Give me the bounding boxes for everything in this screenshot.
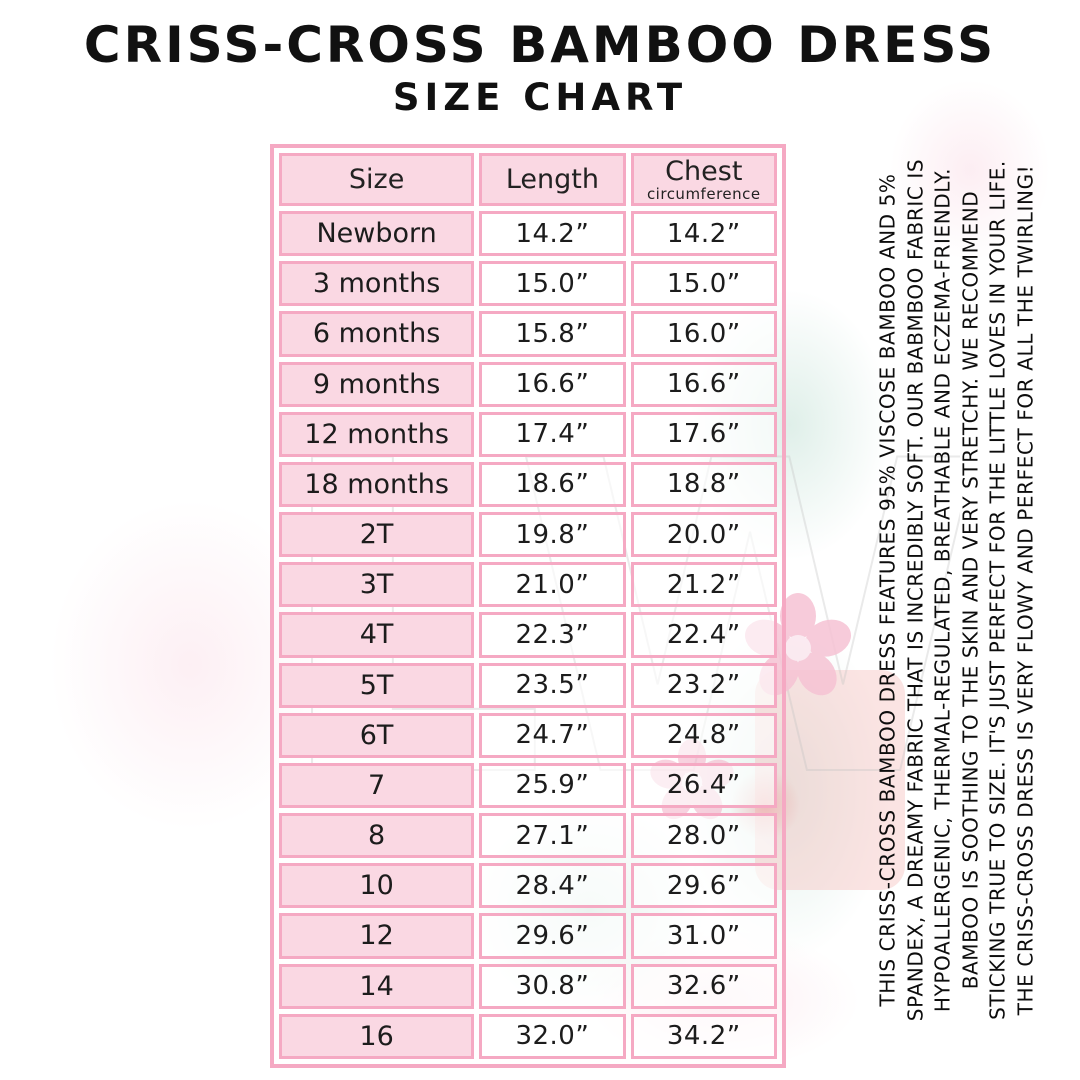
table-row: 12 29.6” 31.0” — [279, 913, 777, 959]
chest-cell: 22.4” — [630, 612, 777, 658]
table-row: 18 months 18.6” 18.8” — [279, 461, 777, 508]
description-line: SPANDEX, A DREAMY FABRIC THAT IS INCREDI… — [903, 158, 927, 1022]
chest-cell: 28.0” — [630, 813, 777, 859]
size-cell: 9 months — [279, 361, 475, 407]
length-cell: 23.5” — [479, 662, 626, 708]
description-line: THE CRISS-CROSS DRESS IS VERY FLOWY AND … — [1013, 164, 1037, 1016]
table-row: 6 months 15.8” 16.0” — [279, 311, 777, 357]
size-table: Size Length Chest circumference Newborn 1… — [270, 144, 786, 1068]
size-cell: 14 — [279, 963, 475, 1009]
length-cell: 15.8” — [479, 311, 626, 357]
table-row: 3 months 15.0” 15.0” — [279, 261, 777, 307]
chest-cell: 34.2” — [630, 1013, 777, 1059]
chest-cell: 26.4” — [630, 762, 777, 809]
description-line: STICKING TRUE TO SIZE. IT'S JUST PERFECT… — [985, 160, 1010, 1020]
length-cell: 24.7” — [479, 712, 626, 758]
length-cell: 29.6” — [479, 913, 626, 959]
length-cell: 17.4” — [479, 411, 626, 457]
chest-cell: 32.6” — [630, 963, 777, 1009]
chest-cell: 24.8” — [630, 712, 777, 758]
size-cell: 12 — [279, 913, 475, 959]
pink-wash-blob — [890, 80, 1050, 260]
length-cell: 15.0” — [479, 261, 626, 307]
chest-cell: 14.2” — [630, 211, 777, 257]
page-subtitle: SIZE CHART — [392, 76, 688, 119]
size-cell: 18 months — [279, 461, 475, 508]
size-cell: 2T — [279, 512, 475, 558]
table-row: Newborn 14.2” 14.2” — [279, 211, 777, 257]
chest-cell: 23.2” — [630, 662, 777, 708]
col-header-chest-label: Chest — [665, 156, 743, 187]
size-cell: 3T — [279, 562, 475, 608]
table-row: 5T 23.5” 23.2” — [279, 662, 777, 708]
length-cell: 18.6” — [479, 461, 626, 508]
length-cell: 19.8” — [479, 512, 626, 558]
size-cell: 6T — [279, 712, 475, 758]
chest-cell: 16.6” — [630, 361, 777, 407]
length-cell: 25.9” — [479, 762, 626, 809]
size-cell: 6 months — [279, 311, 475, 357]
table-row: 14 30.8” 32.6” — [279, 963, 777, 1009]
table-row: 12 months 17.4” 17.6” — [279, 411, 777, 457]
table-row: 10 28.4” 29.6” — [279, 863, 777, 909]
table-row: 3T 21.0” 21.2” — [279, 562, 777, 608]
chest-cell: 21.2” — [630, 562, 777, 608]
length-cell: 22.3” — [479, 612, 626, 658]
table-row: 8 27.1” 28.0” — [279, 813, 777, 859]
col-header-length: Length — [479, 153, 626, 206]
table-header-row: Size Length Chest circumference — [279, 153, 777, 206]
size-cell: Newborn — [279, 211, 475, 257]
length-cell: 16.6” — [479, 361, 626, 407]
table-row: 9 months 16.6” 16.6” — [279, 361, 777, 407]
size-cell: 3 months — [279, 261, 475, 307]
description-line: HYPOALLERGENIC, THERMAL-REGULATED, BREAT… — [930, 167, 955, 1013]
table-row: 16 32.0” 34.2” — [279, 1013, 777, 1059]
chest-cell: 15.0” — [630, 261, 777, 307]
table-row: 6T 24.7” 24.8” — [279, 712, 777, 758]
description-line: THIS CRISS-CROSS BAMBOO DRESS FEATURES 9… — [875, 173, 900, 1007]
chest-cell: 17.6” — [630, 411, 777, 457]
size-table-grid: Size Length Chest circumference Newborn 1… — [274, 148, 782, 1064]
size-cell: 12 months — [279, 411, 475, 457]
chest-cell: 31.0” — [630, 913, 777, 959]
length-cell: 28.4” — [479, 863, 626, 909]
chest-cell: 18.8” — [630, 461, 777, 508]
length-cell: 32.0” — [479, 1013, 626, 1059]
chest-cell: 29.6” — [630, 863, 777, 909]
length-cell: 21.0” — [479, 562, 626, 608]
page-title: CRISS-CROSS BAMBOO DRESS — [83, 16, 997, 74]
chest-cell: 16.0” — [630, 311, 777, 357]
size-cell: 8 — [279, 813, 475, 859]
table-row: 2T 19.8” 20.0” — [279, 512, 777, 558]
table-row: 4T 22.3” 22.4” — [279, 612, 777, 658]
table-row: 7 25.9” 26.4” — [279, 762, 777, 809]
size-cell: 4T — [279, 612, 475, 658]
product-description: THIS CRISS-CROSS BAMBOO DRESS FEATURES 9… — [875, 113, 1040, 1068]
col-header-chest: Chest circumference — [630, 153, 777, 206]
size-cell: 10 — [279, 863, 475, 909]
size-cell: 16 — [279, 1013, 475, 1059]
col-header-size: Size — [279, 153, 475, 206]
size-cell: 5T — [279, 662, 475, 708]
description-line: BAMBOO IS SOOTHING TO THE SKIN AND VERY … — [958, 190, 982, 990]
size-cell: 7 — [279, 762, 475, 809]
length-cell: 30.8” — [479, 963, 626, 1009]
length-cell: 27.1” — [479, 813, 626, 859]
chest-cell: 20.0” — [630, 512, 777, 558]
col-header-chest-sublabel: circumference — [646, 185, 761, 203]
length-cell: 14.2” — [479, 211, 626, 257]
